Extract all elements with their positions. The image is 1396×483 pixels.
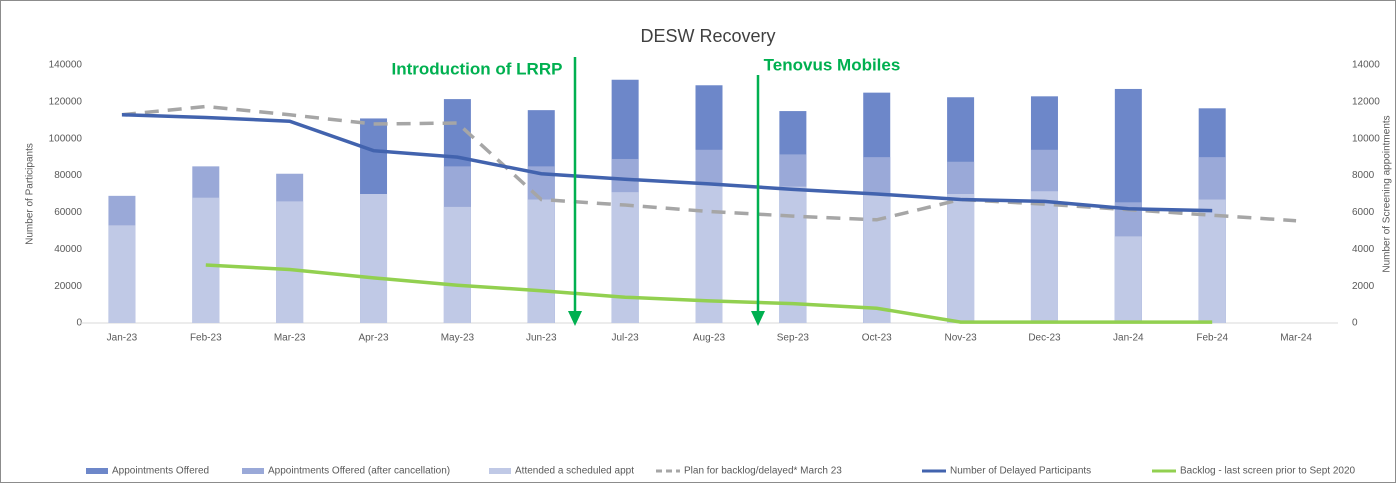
x-tick-label: Jun-23: [526, 333, 557, 344]
bar: [611, 192, 639, 323]
legend-label: Plan for backlog/delayed* March 23: [684, 466, 842, 477]
x-tick-label: Jan-23: [107, 333, 138, 344]
x-tick-label: Aug-23: [693, 333, 726, 344]
y2-tick-label: 0: [1352, 318, 1358, 329]
bar: [863, 194, 891, 323]
bar: [443, 206, 471, 323]
bar: [360, 194, 388, 323]
x-tick-label: Apr-23: [359, 333, 389, 344]
x-tick-label: Nov-23: [944, 333, 977, 344]
bar: [1198, 199, 1226, 323]
annotation: Tenovus Mobiles: [764, 55, 901, 74]
y-tick-label: 20000: [54, 281, 82, 292]
y-tick-label: 140000: [49, 60, 83, 71]
annotation: Introduction of LRRP: [392, 59, 563, 78]
y2-tick-label: 14000: [1352, 60, 1380, 71]
bar: [779, 186, 807, 323]
bar: [276, 201, 304, 323]
x-tick-label: Mar-24: [1280, 333, 1312, 344]
legend-label: Appointments Offered: [112, 466, 209, 477]
y-tick-label: 80000: [54, 170, 82, 181]
chart-title: DESW Recovery: [640, 26, 775, 46]
bar: [527, 199, 555, 323]
y2-tick-label: 4000: [1352, 244, 1375, 255]
x-tick-label: Feb-23: [190, 333, 222, 344]
bar: [947, 194, 975, 323]
legend-label: Number of Delayed Participants: [950, 466, 1091, 477]
y-axis-label: Number of Participants: [25, 143, 36, 245]
y2-tick-label: 6000: [1352, 207, 1375, 218]
legend-swatch: [489, 468, 511, 474]
arrow-head: [751, 311, 765, 326]
y2-axis-label: Number of Screening appointments: [1382, 115, 1393, 272]
line-series: [205, 263, 1213, 324]
bar: [1030, 191, 1058, 323]
x-tick-label: Jul-23: [612, 333, 640, 344]
legend-label: Backlog - last screen prior to Sept 2020: [1180, 466, 1356, 477]
x-tick-label: Dec-23: [1028, 333, 1061, 344]
legend-label: Attended a scheduled appt: [515, 466, 634, 477]
y2-tick-label: 2000: [1352, 281, 1375, 292]
legend-label: Appointments Offered (after cancellation…: [268, 466, 450, 477]
x-tick-label: May-23: [441, 333, 475, 344]
y-tick-label: 100000: [49, 133, 83, 144]
y-tick-label: 120000: [49, 96, 83, 107]
x-tick-label: Oct-23: [862, 333, 892, 344]
y-tick-label: 40000: [54, 244, 82, 255]
bar: [192, 197, 220, 323]
legend-swatch: [86, 468, 108, 474]
y-tick-label: 0: [76, 318, 82, 329]
y2-tick-label: 8000: [1352, 170, 1375, 181]
bar: [108, 225, 136, 323]
y-tick-label: 60000: [54, 207, 82, 218]
x-tick-label: Jan-24: [1113, 333, 1144, 344]
y2-tick-label: 12000: [1352, 96, 1380, 107]
line-series: [121, 113, 1213, 213]
x-tick-label: Sep-23: [777, 333, 810, 344]
arrow-head: [568, 311, 582, 326]
legend-swatch: [242, 468, 264, 474]
y2-tick-label: 10000: [1352, 133, 1380, 144]
x-tick-label: Feb-24: [1196, 333, 1228, 344]
bar: [1114, 236, 1142, 323]
x-tick-label: Mar-23: [274, 333, 306, 344]
